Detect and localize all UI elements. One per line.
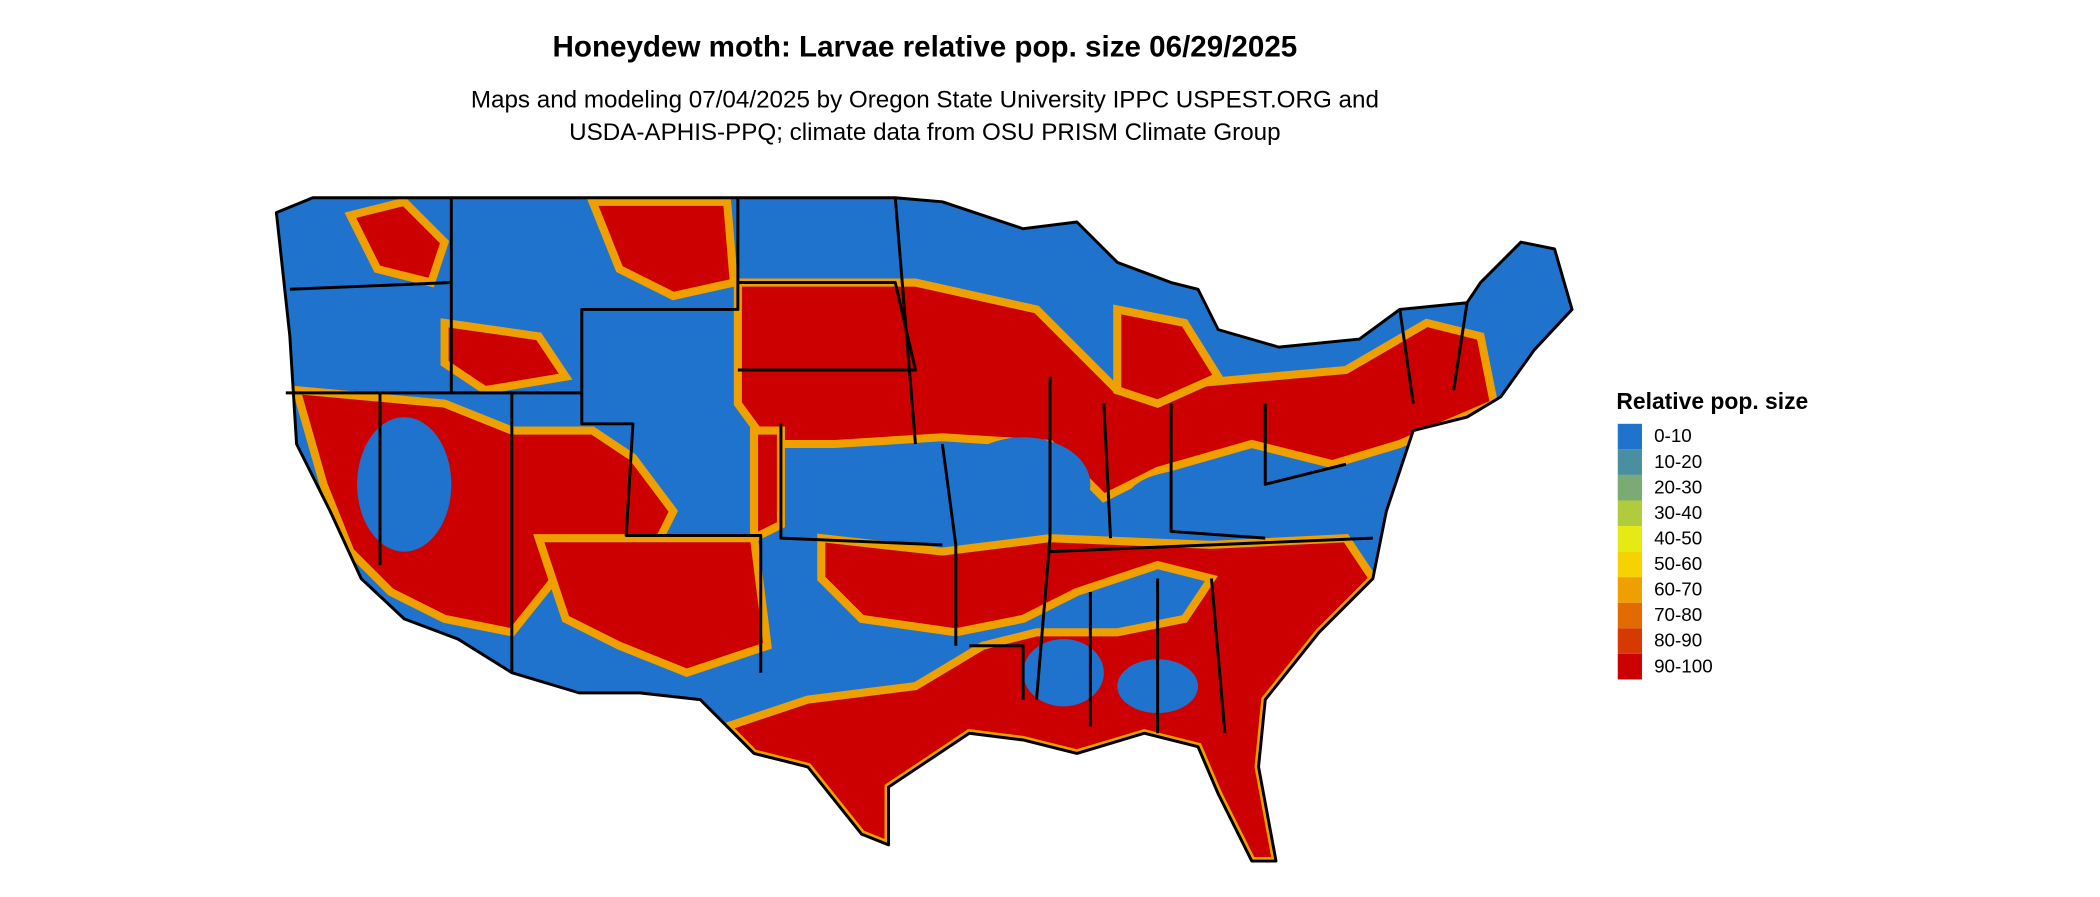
legend-swatch [1617,602,1642,629]
map-title: Honeydew moth: Larvae relative pop. size… [553,31,1298,64]
legend-swatch [1617,423,1642,450]
legend-label: 80-90 [1654,630,1702,651]
legend-swatch [1617,526,1642,552]
legend-label: 60-70 [1654,579,1702,600]
legend-label: 10-20 [1654,451,1702,472]
legend-swatch [1617,500,1642,527]
legend-swatch [1617,653,1642,680]
legend-label: 30-40 [1654,502,1702,523]
legend-label: 50-60 [1654,553,1702,574]
legend-label: 0-10 [1654,425,1692,446]
map-area [276,197,1573,862]
legend-swatch [1617,628,1642,654]
legend-swatch [1617,577,1642,603]
legend-label: 20-30 [1654,476,1702,497]
state-borders [274,196,1574,863]
legend-swatch [1617,551,1642,578]
legend-label: 90-100 [1654,655,1713,676]
legend-label: 40-50 [1654,527,1702,548]
legend-swatch [1617,449,1642,475]
legend-label: 70-80 [1654,604,1702,625]
legend: 0-10 10-20 20-30 30-40 40-50 50-60 60-70 70-80 8… [1617,423,1713,680]
legend-swatch [1617,474,1642,501]
cool-areas [357,309,1246,714]
map-subtitle: Maps and modeling 07/04/2025 by Oregon S… [471,87,1379,114]
map-subtitle: USDA-APHIS-PPQ; climate data from OSU PR… [569,119,1280,146]
legend-title: Relative pop. size [1616,388,1808,414]
